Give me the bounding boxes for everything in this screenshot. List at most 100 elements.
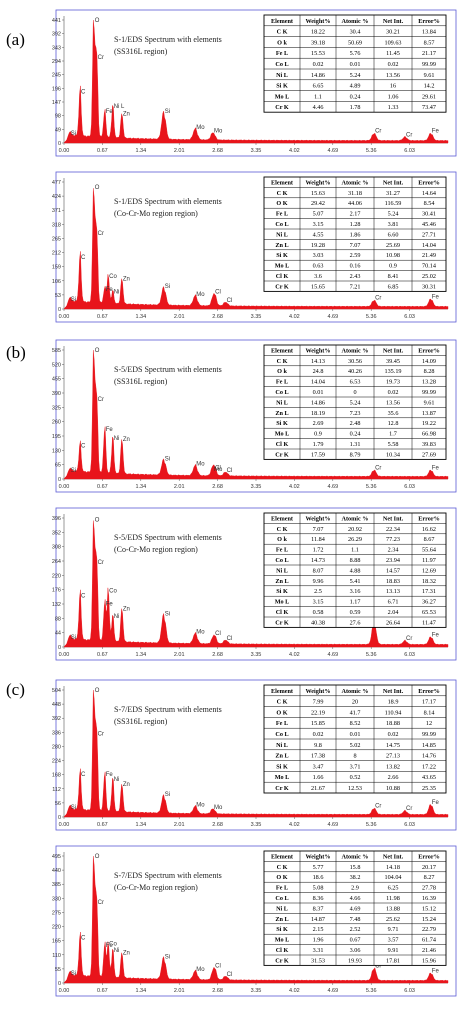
peak-label-o: O [95,517,100,523]
x-tick-label: 0.67 [97,314,108,320]
table-value-cell: 13.84 [422,29,436,36]
table-value-cell: 21.67 [311,785,325,792]
eds-spectrum-6: 0 55 110 165 220 275 330 385 440 495 0.00 0.67 1.34 2… [52,845,457,997]
table-element-cell: Fe L [276,379,288,386]
peak-label-cl: Cl [227,468,233,474]
table-element-cell: Ni L [276,567,288,574]
table-value-cell: 14.85 [422,742,436,749]
panel-label-a: (a) [6,30,25,49]
table-value-cell: 9.96 [313,578,324,585]
table-header-cell: Net Int. [383,347,404,354]
table-value-cell: 9.61 [424,72,435,79]
table-value-cell: 31.53 [311,957,325,964]
table-value-cell: 1.31 [350,441,361,448]
table-value-cell: 5.77 [313,864,324,871]
table-value-cell: 1.72 [313,547,324,554]
table-element-cell: Zn L [275,753,288,760]
table-value-cell: 8.67 [424,536,435,543]
table-value-cell: 18.22 [311,29,325,36]
table-value-cell: 6.60 [388,231,399,238]
table-value-cell: 0.01 [350,731,361,738]
table-value-cell: 5.76 [350,50,361,57]
table-value-cell: 13.13 [386,588,400,595]
peak-label-si: Si [165,792,170,798]
table-value-cell: 1.78 [350,104,361,111]
table-element-cell: Mo L [275,431,290,438]
y-tick-label: 106 [52,279,61,285]
table-value-cell: 13.28 [422,379,436,386]
table-value-cell: 15.53 [311,50,325,57]
panel-label-b: (b) [6,343,26,362]
x-tick-label: 6.03 [404,988,415,994]
x-tick-label: 6.03 [404,148,415,154]
peak-label-ni-l: Ni L [114,104,125,110]
table-value-cell: 36.27 [422,599,436,606]
table-value-cell: 13.56 [386,399,400,406]
table-element-cell: C K [277,526,288,533]
x-tick-label: 3.35 [251,148,262,154]
table-value-cell: 109.63 [384,39,401,46]
x-tick-label: 2.01 [174,988,185,994]
table-value-cell: 21.46 [422,947,436,954]
peak-label-zn: Zn [123,606,130,612]
table-element-cell: C K [277,864,288,871]
table-header-cell: Error% [418,515,440,522]
x-tick-label: 1.34 [135,988,146,994]
table-value-cell: 31.27 [386,190,400,197]
table-value-cell: 14.18 [386,864,400,871]
peak-label-c: C [81,444,86,450]
table-value-cell: 5.24 [350,399,361,406]
y-tick-label: 260 [52,420,61,426]
table-value-cell: 0.59 [350,609,361,616]
y-tick-label: 396 [52,516,61,522]
table-header-cell: Element [271,18,294,25]
peak-label-cr: Cr [375,129,381,135]
table-header-cell: Atomic % [342,853,369,860]
table-header-cell: Atomic % [342,688,369,695]
table-value-cell: 15.8 [350,864,361,871]
table-value-cell: 0.9 [314,431,322,438]
table-element-cell: Ni L [276,399,288,406]
table-border [263,176,447,292]
table-value-cell: 0.01 [350,61,361,68]
table-value-cell: 14.76 [422,753,436,760]
table-header-cell: Weight% [305,179,330,186]
table-value-cell: 20.92 [348,526,362,533]
y-tick-label: 477 [52,180,61,186]
table-value-cell: 4.88 [350,567,361,574]
y-tick-label: 343 [52,45,61,51]
peak-label-cr: Cr [406,636,412,642]
peak-label-si: Si [71,805,76,811]
x-tick-label: 0.00 [59,314,70,320]
x-tick-label: 0.67 [97,988,108,994]
x-tick-label: 1.34 [135,822,146,828]
peak-label-ni: Ni [114,777,120,783]
table-element-cell: O k [277,536,287,543]
table-value-cell: 7.07 [313,526,324,533]
table-value-cell: 25.62 [386,916,400,923]
table-element-cell: Co L [275,895,288,902]
peak-label-fe: Fe [106,601,114,607]
table-value-cell: 8 [353,753,356,760]
table-header-cell: Weight% [305,853,330,860]
table-element-cell: Zn L [275,242,288,249]
y-tick-label: 55 [55,967,61,973]
table-value-cell: 4.69 [350,905,361,912]
x-tick-label: 2.68 [212,484,223,490]
table-header-cell: Atomic % [342,18,369,25]
table-value-cell: 27.71 [422,231,436,238]
peak-label-cr: Cr [375,804,381,810]
table-element-cell: Fe L [276,211,288,218]
table-value-cell: 0.02 [388,61,399,68]
y-tick-label: 0 [58,477,61,483]
peak-label-si: Si [71,131,76,137]
y-tick-label: 330 [52,896,61,902]
peak-label-cr: Cr [98,900,104,906]
table-value-cell: 0.24 [350,431,361,438]
y-tick-label: 196 [52,86,61,92]
y-tick-label: 441 [52,18,61,24]
table-value-cell: 7.23 [350,410,361,417]
table-value-cell: 9.71 [388,926,399,933]
table-value-cell: 27.6 [350,619,361,626]
peak-label-mo: Mo [214,805,223,811]
